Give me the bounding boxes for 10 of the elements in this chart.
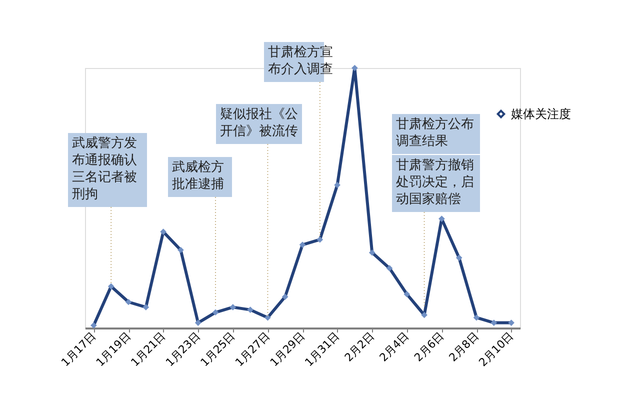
annotation: 甘肃警方撤销处罚决定，启动国家赔偿 xyxy=(396,157,474,207)
x-tick-label: 2月4日 xyxy=(376,330,412,364)
annotation: 甘肃检方公布调查结果 xyxy=(396,116,474,149)
x-tick-label: 2月2日 xyxy=(342,330,377,364)
x-tick-label: 2月6日 xyxy=(412,330,446,364)
annotation: 武威警方发布通报确认三名记者被刑拘 xyxy=(72,135,137,202)
annotation: 疑似报社《公开信》被流传 xyxy=(220,107,298,139)
annotation: 甘肃检方宣布介入调查 xyxy=(268,44,333,77)
annotation: 武威检方批准逮捕 xyxy=(172,159,224,192)
legend-label: 媒体关注度 xyxy=(511,107,571,121)
